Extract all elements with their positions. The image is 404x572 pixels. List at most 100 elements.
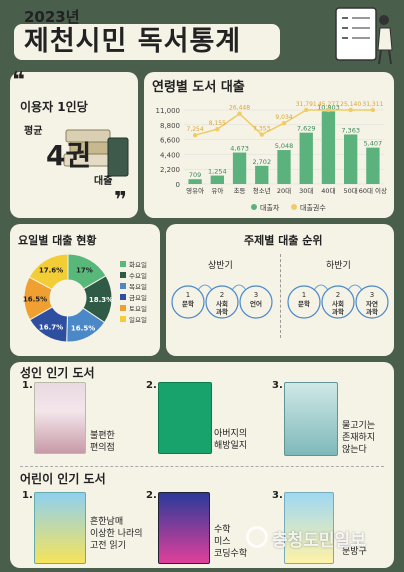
line-point [215, 126, 220, 132]
line-point [259, 132, 264, 137]
bar [210, 175, 224, 184]
line-point [326, 107, 331, 113]
legend-swatch [120, 305, 126, 311]
line-value-label: 31,791 [296, 101, 317, 108]
first-half-label: 상반기 [208, 261, 233, 271]
per-user-label: 이용자 1인당 [20, 100, 88, 114]
age-chart: 11,000 8,800 6,600 4,400 2,200 0 709 영유아 1,254 유아… [156, 101, 388, 212]
x-tick-label: 60대 이상 [359, 186, 387, 195]
bar-value-label: 10,803 [317, 103, 340, 111]
adult-book-3-cover [284, 382, 338, 456]
rank-number: 1 [302, 291, 306, 299]
x-tick-label: 영유아 [186, 186, 204, 195]
rank-topic: 문학 [298, 299, 310, 308]
line-point [370, 107, 376, 113]
legend-swatch [120, 261, 126, 267]
rank-topic: 언어 [250, 299, 262, 308]
rank-topic: 과학 [332, 307, 344, 316]
legend-label: 화요일 [129, 260, 147, 269]
legend-swatch [120, 272, 126, 278]
line-value-label: 9,034 [275, 114, 292, 121]
line-value-label: 45,277 [318, 101, 339, 108]
per-user-unit: 대출 [94, 176, 113, 187]
x-tick-label: 유아 [211, 186, 223, 195]
adult-rank-3: 3. [272, 380, 283, 391]
adult-rank-2: 2. [146, 380, 157, 391]
x-tick-label: 30대 [299, 187, 313, 195]
adult-book-2-cover [158, 382, 212, 454]
legend-label: 목요일 [129, 282, 147, 291]
age-chart-title: 연령별 도서 대출 [152, 80, 245, 95]
line-value-label: 25,140 [340, 101, 361, 108]
legend-swatch-bar [251, 204, 257, 210]
kids-rank-1: 1. [22, 490, 33, 501]
bar [277, 150, 291, 184]
adult-book-2-title: 아버지의 해방일지 [214, 429, 248, 451]
line-value-label: 26,448 [229, 105, 250, 112]
bar-value-label: 709 [189, 171, 201, 179]
books-stack-icon [62, 124, 132, 180]
kids-divider [20, 466, 384, 467]
bar [188, 179, 202, 184]
kids-rank-2: 2. [146, 490, 157, 501]
rank-circle [239, 285, 273, 319]
line-value-label: 31,311 [362, 101, 383, 108]
line-point [237, 111, 242, 116]
avg-label: 평균 [24, 126, 43, 137]
rank-number: 1 [186, 291, 190, 299]
pie-value-label: 17.6% [39, 267, 63, 275]
x-tick-label: 20대 [277, 187, 291, 195]
legend-label: 금요일 [129, 293, 147, 302]
adult-book-1-title: 불편한 편의점 [90, 431, 115, 453]
y-tick-label: 11,000 [156, 107, 181, 115]
kids-books-title: 어린이 인기 도서 [20, 472, 106, 486]
line-point [192, 133, 198, 138]
kids-book-1-cover [34, 492, 86, 564]
rank-topic: 자연 [366, 299, 378, 308]
pie-value-label: 16.5% [23, 295, 47, 303]
bar-value-label: 2,702 [252, 158, 271, 166]
watermark: 충청도민일보 [272, 531, 366, 551]
legend-swatch [120, 283, 126, 289]
y-tick-label: 8,800 [160, 122, 180, 130]
legend-swatch [120, 316, 126, 322]
kids-book-3-title: 문방구 [342, 547, 367, 557]
topic-divider [280, 254, 282, 338]
bar [232, 152, 247, 184]
x-tick-label: 초등 [234, 187, 246, 195]
rank-arrow [231, 284, 247, 291]
clipboard-icon [328, 4, 398, 66]
rank-number: 2 [220, 291, 224, 299]
bar-value-label: 1,254 [208, 168, 227, 176]
bar-value-label: 5,407 [364, 140, 383, 148]
rank-topic: 과학 [216, 307, 228, 316]
per-user-value: 4권 [46, 139, 92, 172]
quote-close-icon: ❞ [114, 188, 127, 213]
topic-rank-title: 주제별 대출 순위 [244, 234, 323, 247]
page-title: 제천시민 독서통계 [14, 24, 280, 60]
bar-value-label: 4,673 [230, 145, 249, 153]
bar [344, 134, 358, 184]
rank-topic: 과학 [366, 307, 378, 316]
watermark-logo-icon [246, 526, 268, 548]
adult-book-3-title: 물고기는 존재하지 않는다 [342, 421, 376, 455]
kids-rank-3: 3. [272, 490, 283, 501]
line-point [281, 121, 287, 126]
bar [299, 132, 313, 184]
y-tick-label: 4,400 [160, 151, 180, 159]
y-tick-label: 0 [176, 181, 180, 189]
y-tick-label: 6,600 [160, 137, 180, 145]
pie-slice [23, 276, 54, 321]
adult-book-1-cover [34, 382, 86, 454]
rank-arrow [347, 284, 363, 291]
legend-label: 토요일 [129, 304, 147, 313]
pie-value-label: 16.5% [71, 324, 95, 332]
rank-number: 3 [254, 291, 258, 299]
line-point [348, 107, 353, 113]
rank-topic: 사회 [216, 299, 228, 308]
rank-number: 2 [336, 291, 340, 299]
rank-circle [321, 285, 355, 319]
x-tick-label: 50대 [344, 187, 358, 195]
y-tick-label: 2,200 [160, 166, 180, 174]
